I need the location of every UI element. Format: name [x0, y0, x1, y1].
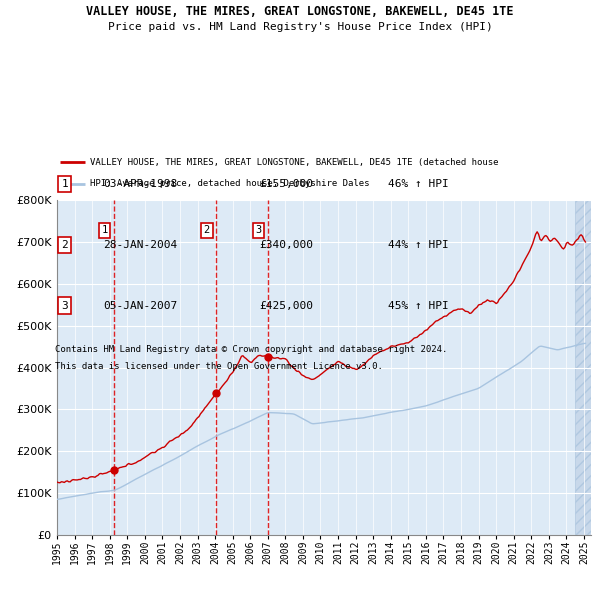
Text: 1: 1 — [101, 225, 107, 235]
Text: 3: 3 — [61, 301, 68, 311]
Text: This data is licensed under the Open Government Licence v3.0.: This data is licensed under the Open Gov… — [55, 362, 383, 371]
Text: Contains HM Land Registry data © Crown copyright and database right 2024.: Contains HM Land Registry data © Crown c… — [55, 345, 448, 354]
Text: 2: 2 — [61, 240, 68, 250]
Text: 44% ↑ HPI: 44% ↑ HPI — [388, 240, 449, 250]
Text: VALLEY HOUSE, THE MIRES, GREAT LONGSTONE, BAKEWELL, DE45 1TE (detached house: VALLEY HOUSE, THE MIRES, GREAT LONGSTONE… — [90, 158, 499, 166]
Text: £425,000: £425,000 — [259, 301, 313, 311]
Text: HPI: Average price, detached house, Derbyshire Dales: HPI: Average price, detached house, Derb… — [90, 179, 370, 188]
Text: 1: 1 — [61, 179, 68, 189]
Text: £155,000: £155,000 — [259, 179, 313, 189]
Text: 3: 3 — [256, 225, 262, 235]
Text: 46% ↑ HPI: 46% ↑ HPI — [388, 179, 449, 189]
Text: Price paid vs. HM Land Registry's House Price Index (HPI): Price paid vs. HM Land Registry's House … — [107, 22, 493, 32]
Text: 05-JAN-2007: 05-JAN-2007 — [103, 301, 178, 311]
Text: £340,000: £340,000 — [259, 240, 313, 250]
Text: 45% ↑ HPI: 45% ↑ HPI — [388, 301, 449, 311]
Bar — [575, 200, 591, 535]
Text: 2: 2 — [204, 225, 210, 235]
Text: VALLEY HOUSE, THE MIRES, GREAT LONGSTONE, BAKEWELL, DE45 1TE: VALLEY HOUSE, THE MIRES, GREAT LONGSTONE… — [86, 5, 514, 18]
Text: 03-APR-1998: 03-APR-1998 — [103, 179, 178, 189]
Text: 28-JAN-2004: 28-JAN-2004 — [103, 240, 178, 250]
